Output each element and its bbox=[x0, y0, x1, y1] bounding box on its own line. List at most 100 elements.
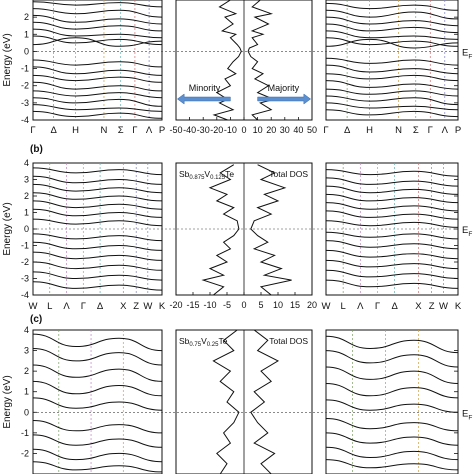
y-tick-label: -4 bbox=[21, 290, 29, 300]
dos-minority-curve bbox=[201, 164, 240, 295]
total-dos-title: Total DOS bbox=[269, 169, 308, 179]
compound-element: V bbox=[204, 169, 210, 179]
band-line-right-8 bbox=[326, 459, 458, 471]
band-line-right-0 bbox=[326, 169, 458, 177]
majority-label: Majority bbox=[268, 83, 300, 93]
band-line-right-1 bbox=[326, 177, 458, 187]
band-line-left-2 bbox=[33, 14, 162, 25]
k-point-label-right: Δ bbox=[344, 125, 351, 136]
band-line-right-0 bbox=[326, 2, 458, 11]
band-line-left-0 bbox=[33, 167, 162, 176]
band-line-left-14 bbox=[33, 110, 162, 119]
band-line-left-1 bbox=[33, 348, 162, 366]
band-line-left-7 bbox=[33, 448, 162, 463]
band-line-left-10 bbox=[33, 261, 162, 271]
dos-x-tick-label: 10 bbox=[253, 125, 263, 135]
minority-label: Minority bbox=[189, 83, 221, 93]
k-point-label-right: P bbox=[455, 125, 461, 136]
band-line-right-3 bbox=[326, 383, 458, 399]
k-point-label-right: Γ bbox=[375, 301, 380, 312]
compound-element: V bbox=[201, 336, 207, 346]
fermi-label-subscript: F bbox=[468, 231, 472, 238]
k-point-label-left: Γ bbox=[30, 125, 35, 136]
band-line-right-7 bbox=[326, 446, 458, 461]
band-line-left-12 bbox=[33, 281, 162, 291]
k-point-label-left: Σ bbox=[118, 125, 124, 136]
k-point-label-right: K bbox=[455, 301, 462, 312]
y-tick-label: -2 bbox=[21, 257, 29, 267]
band-line-right-4 bbox=[326, 202, 458, 212]
k-point-label-left: W bbox=[29, 301, 38, 312]
compound-subscript: 0.125 bbox=[210, 175, 226, 181]
fermi-label-e: E bbox=[462, 225, 468, 236]
y-tick-label: -1 bbox=[21, 241, 29, 251]
dos-x-tick-label: 10 bbox=[273, 300, 283, 310]
fermi-level-label: EF bbox=[462, 408, 472, 421]
compound-element: Te bbox=[225, 169, 234, 179]
minority-arrow bbox=[176, 93, 231, 105]
panel-frame-right bbox=[325, 329, 459, 474]
band-line-right-13 bbox=[326, 102, 458, 111]
fermi-label-subscript: F bbox=[468, 53, 472, 60]
band-line-left-8 bbox=[33, 241, 162, 251]
panel-label: (c) bbox=[30, 314, 42, 325]
band-line-left-6 bbox=[33, 434, 162, 448]
band-line-left-2 bbox=[33, 183, 162, 194]
panel-frame-right bbox=[325, 0, 459, 121]
y-tick-label: -2 bbox=[21, 81, 29, 91]
band-line-right-3 bbox=[326, 23, 458, 34]
band-line-left-3 bbox=[33, 192, 162, 202]
y-tick-label: 1 bbox=[24, 208, 29, 218]
y-tick-label: 0 bbox=[24, 224, 29, 234]
panel-frame-left bbox=[32, 329, 163, 474]
y-tick-label: 1 bbox=[24, 29, 29, 39]
band-line-left-8 bbox=[33, 66, 162, 76]
y-tick-label: 2 bbox=[24, 366, 29, 376]
band-line-right-12 bbox=[326, 279, 458, 289]
band-line-left-3 bbox=[33, 380, 162, 397]
band-line-right-5 bbox=[326, 37, 458, 47]
k-point-label-left: H bbox=[72, 125, 79, 136]
k-point-label-right: Σ bbox=[413, 125, 419, 136]
y-tick-label: -2 bbox=[21, 448, 29, 458]
dos-x-tick-label: 5 bbox=[258, 300, 263, 310]
dos-x-tick-label: -30 bbox=[197, 125, 210, 135]
k-point-label-left: Δ bbox=[50, 125, 57, 136]
dos-x-tick-label: -20 bbox=[210, 125, 223, 135]
dos-x-tick-label: 40 bbox=[293, 125, 303, 135]
band-line-left-6 bbox=[33, 218, 162, 227]
k-point-label-right: Λ bbox=[357, 301, 364, 312]
fermi-level-label: EF bbox=[462, 47, 472, 60]
band-line-left-4 bbox=[33, 28, 162, 39]
band-line-right-2 bbox=[326, 366, 458, 384]
k-point-label-left: Λ bbox=[146, 125, 153, 136]
band-line-left-1 bbox=[33, 175, 162, 185]
k-point-label-right: X bbox=[415, 301, 422, 312]
band-line-left-5 bbox=[33, 208, 162, 218]
dos-x-tick-label: -20 bbox=[169, 300, 182, 310]
compound-element: Te bbox=[218, 336, 227, 346]
dos-x-tick-label: 0 bbox=[241, 300, 246, 310]
dos-x-tick-label: -15 bbox=[186, 300, 199, 310]
dos-x-tick-label: -50 bbox=[169, 125, 182, 135]
dos-x-tick-label: 20 bbox=[266, 125, 276, 135]
band-line-left-8 bbox=[33, 461, 162, 473]
dos-minority-curve bbox=[212, 330, 240, 474]
y-tick-label: -1 bbox=[21, 428, 29, 438]
band-line-right-1 bbox=[326, 350, 458, 368]
band-line-left-7 bbox=[33, 233, 162, 242]
y-tick-label: 4 bbox=[24, 158, 29, 168]
dos-x-tick-label: -10 bbox=[224, 125, 237, 135]
y-tick-label: 1 bbox=[24, 387, 29, 397]
k-point-label-left: P bbox=[159, 125, 165, 136]
dos-x-tick-label: -10 bbox=[203, 300, 216, 310]
k-point-label-right: N bbox=[395, 125, 402, 136]
k-point-label-left: Γ bbox=[81, 301, 86, 312]
dos-x-tick-label: -5 bbox=[223, 300, 231, 310]
majority-arrow bbox=[257, 93, 312, 105]
band-line-right-6 bbox=[326, 38, 458, 49]
y-axis-title: Energy (eV) bbox=[2, 33, 13, 86]
k-point-label-right: Δ bbox=[391, 301, 398, 312]
band-line-right-2 bbox=[326, 185, 458, 195]
band-line-left-10 bbox=[33, 81, 162, 92]
